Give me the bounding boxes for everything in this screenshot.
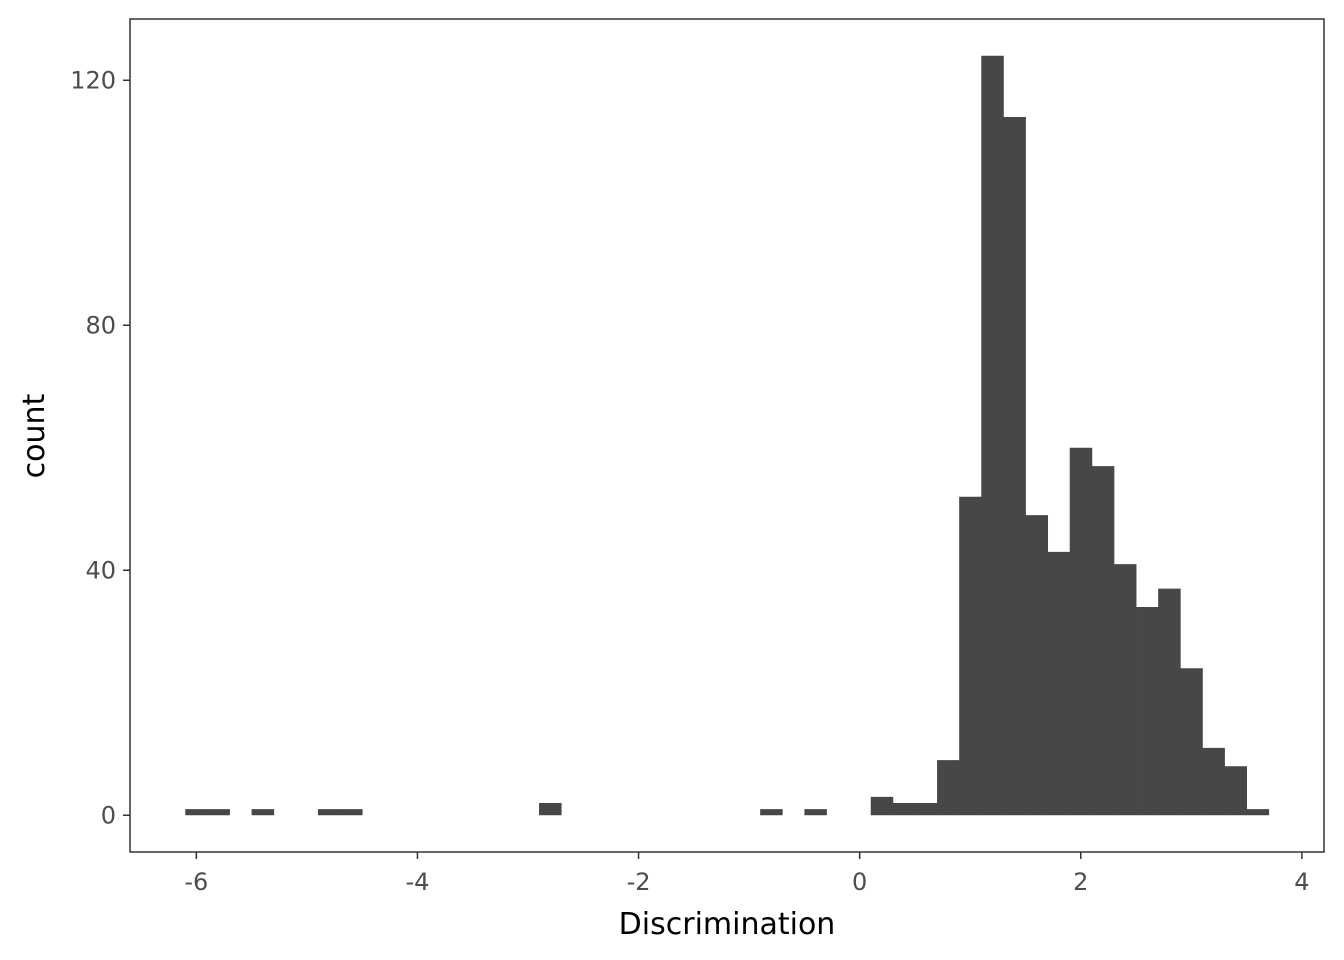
histogram-bar: [1224, 766, 1248, 816]
histogram-bar: [1180, 668, 1203, 816]
x-tick-label: -6: [184, 868, 208, 896]
x-axis: -6 -4 -2 0 2 4: [184, 852, 1310, 896]
histogram-bar: [185, 809, 208, 816]
y-axis-title: count: [17, 393, 52, 478]
y-tick-label: 120: [70, 66, 116, 94]
x-tick-label: -4: [405, 868, 429, 896]
y-tick-label: 40: [85, 556, 116, 584]
histogram-bar: [1158, 588, 1181, 816]
histogram-bar: [317, 809, 341, 816]
histogram-bar: [914, 803, 938, 816]
histogram-bar: [937, 760, 960, 816]
y-axis: 0 40 80 120: [70, 66, 130, 829]
histogram-bar: [340, 809, 363, 816]
histogram-bar: [981, 55, 1004, 816]
histogram-bar: [1113, 564, 1137, 816]
panel-border: [129, 18, 1325, 853]
x-tick-label: 2: [1073, 868, 1088, 896]
histogram-bar: [870, 796, 894, 816]
histogram-bar: [959, 496, 982, 816]
histogram-bar: [1246, 809, 1270, 816]
x-tick-label: -2: [627, 868, 651, 896]
x-tick-label: 0: [852, 868, 867, 896]
y-tick-label: 80: [85, 311, 116, 339]
histogram-bar: [1025, 515, 1049, 816]
histogram-bar: [539, 803, 562, 816]
histogram-bar: [1069, 447, 1093, 816]
histogram-bar: [1091, 466, 1115, 816]
histogram-bar: [760, 809, 783, 816]
histogram-bar: [804, 809, 827, 816]
x-axis-title: Discrimination: [619, 907, 836, 942]
histogram-bar: [892, 803, 916, 816]
histogram-bar: [1202, 747, 1225, 816]
y-tick-label: 0: [101, 801, 116, 829]
histogram-bars: [185, 55, 1270, 816]
histogram-bar: [1003, 117, 1026, 816]
histogram-bar: [1047, 551, 1071, 816]
histogram-bar: [207, 809, 230, 816]
x-tick-label: 4: [1294, 868, 1309, 896]
histogram-bar: [1136, 607, 1159, 816]
histogram-bar: [251, 809, 275, 816]
